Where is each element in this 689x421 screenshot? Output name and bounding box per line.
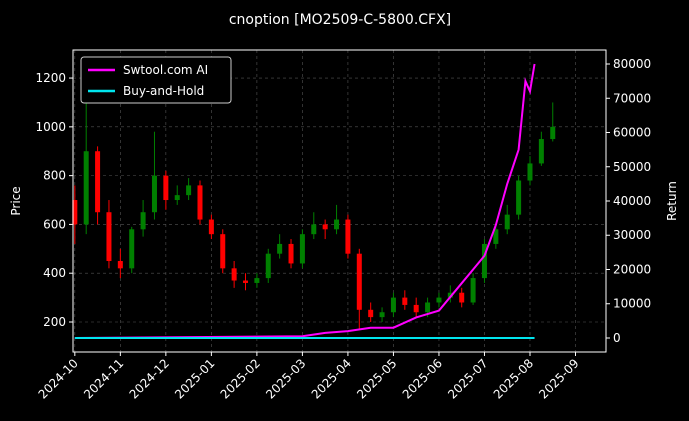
candle-body [436,297,442,303]
y-tick-label: 400 [43,266,66,280]
y2-tick-label: 40000 [613,194,651,208]
y2-tick-label: 80000 [613,57,651,71]
candle-body [95,151,101,213]
candle-body [208,219,214,235]
candle-body [220,234,226,269]
candle-body [390,297,396,313]
candle-body [288,243,294,264]
candle-body [299,234,305,264]
y2-tick-label: 60000 [613,126,651,140]
candle-body [425,302,431,313]
y-tick-label: 600 [43,217,66,231]
legend-label: Swtool.com AI [123,63,208,77]
candle-body [186,185,192,196]
candle-body [550,126,556,140]
candle-body [356,253,362,310]
candle-body [129,229,135,269]
y-tick-label: 200 [43,315,66,329]
candle-body [481,243,487,279]
plot-frame [72,49,607,353]
candle-body [527,163,533,181]
candle-body [516,180,522,215]
candle-body [277,243,283,254]
y-tick-label: 1200 [35,71,66,85]
legend-box [80,56,232,104]
candle-body [402,297,408,305]
candle-body [379,312,385,318]
candle-body [538,139,544,164]
y-tick-label: 1000 [35,120,66,134]
candle-body [140,212,146,230]
candle-body [151,175,157,213]
y2-axis-label: Return [665,181,679,221]
candle-body [117,261,123,269]
candle-body [311,224,317,235]
y2-tick-label: 50000 [613,160,651,174]
y2-tick-label: 0 [613,331,621,345]
candle-body [322,224,328,230]
candle-body [254,278,260,283]
y2-tick-label: 30000 [613,228,651,242]
legend-label: Buy-and-Hold [123,84,204,98]
candle-body [345,219,351,254]
candle-body [163,175,169,201]
candle-body [470,278,476,303]
y-tick-label: 800 [43,169,66,183]
chart-title: cnoption [MO2509-C-5800.CFX] [229,12,451,28]
candle-body [106,212,112,262]
candle-body [72,200,78,225]
candle-body [493,229,499,244]
candle-body [243,280,249,283]
candle-body [413,304,419,313]
candle-body [459,292,465,303]
candle-body [83,151,89,225]
candle-body [368,309,374,318]
candle-body [447,292,453,298]
candle-body [504,214,510,230]
candle-body [265,253,271,279]
y-axis-label: Price [9,186,23,215]
y2-tick-label: 20000 [613,262,651,276]
y2-tick-label: 10000 [613,297,651,311]
candle-body [197,185,203,220]
candle-body [231,268,237,281]
line-series [74,63,536,339]
y2-tick-label: 70000 [613,91,651,105]
candle-body [334,219,340,230]
candle-body [174,195,180,201]
